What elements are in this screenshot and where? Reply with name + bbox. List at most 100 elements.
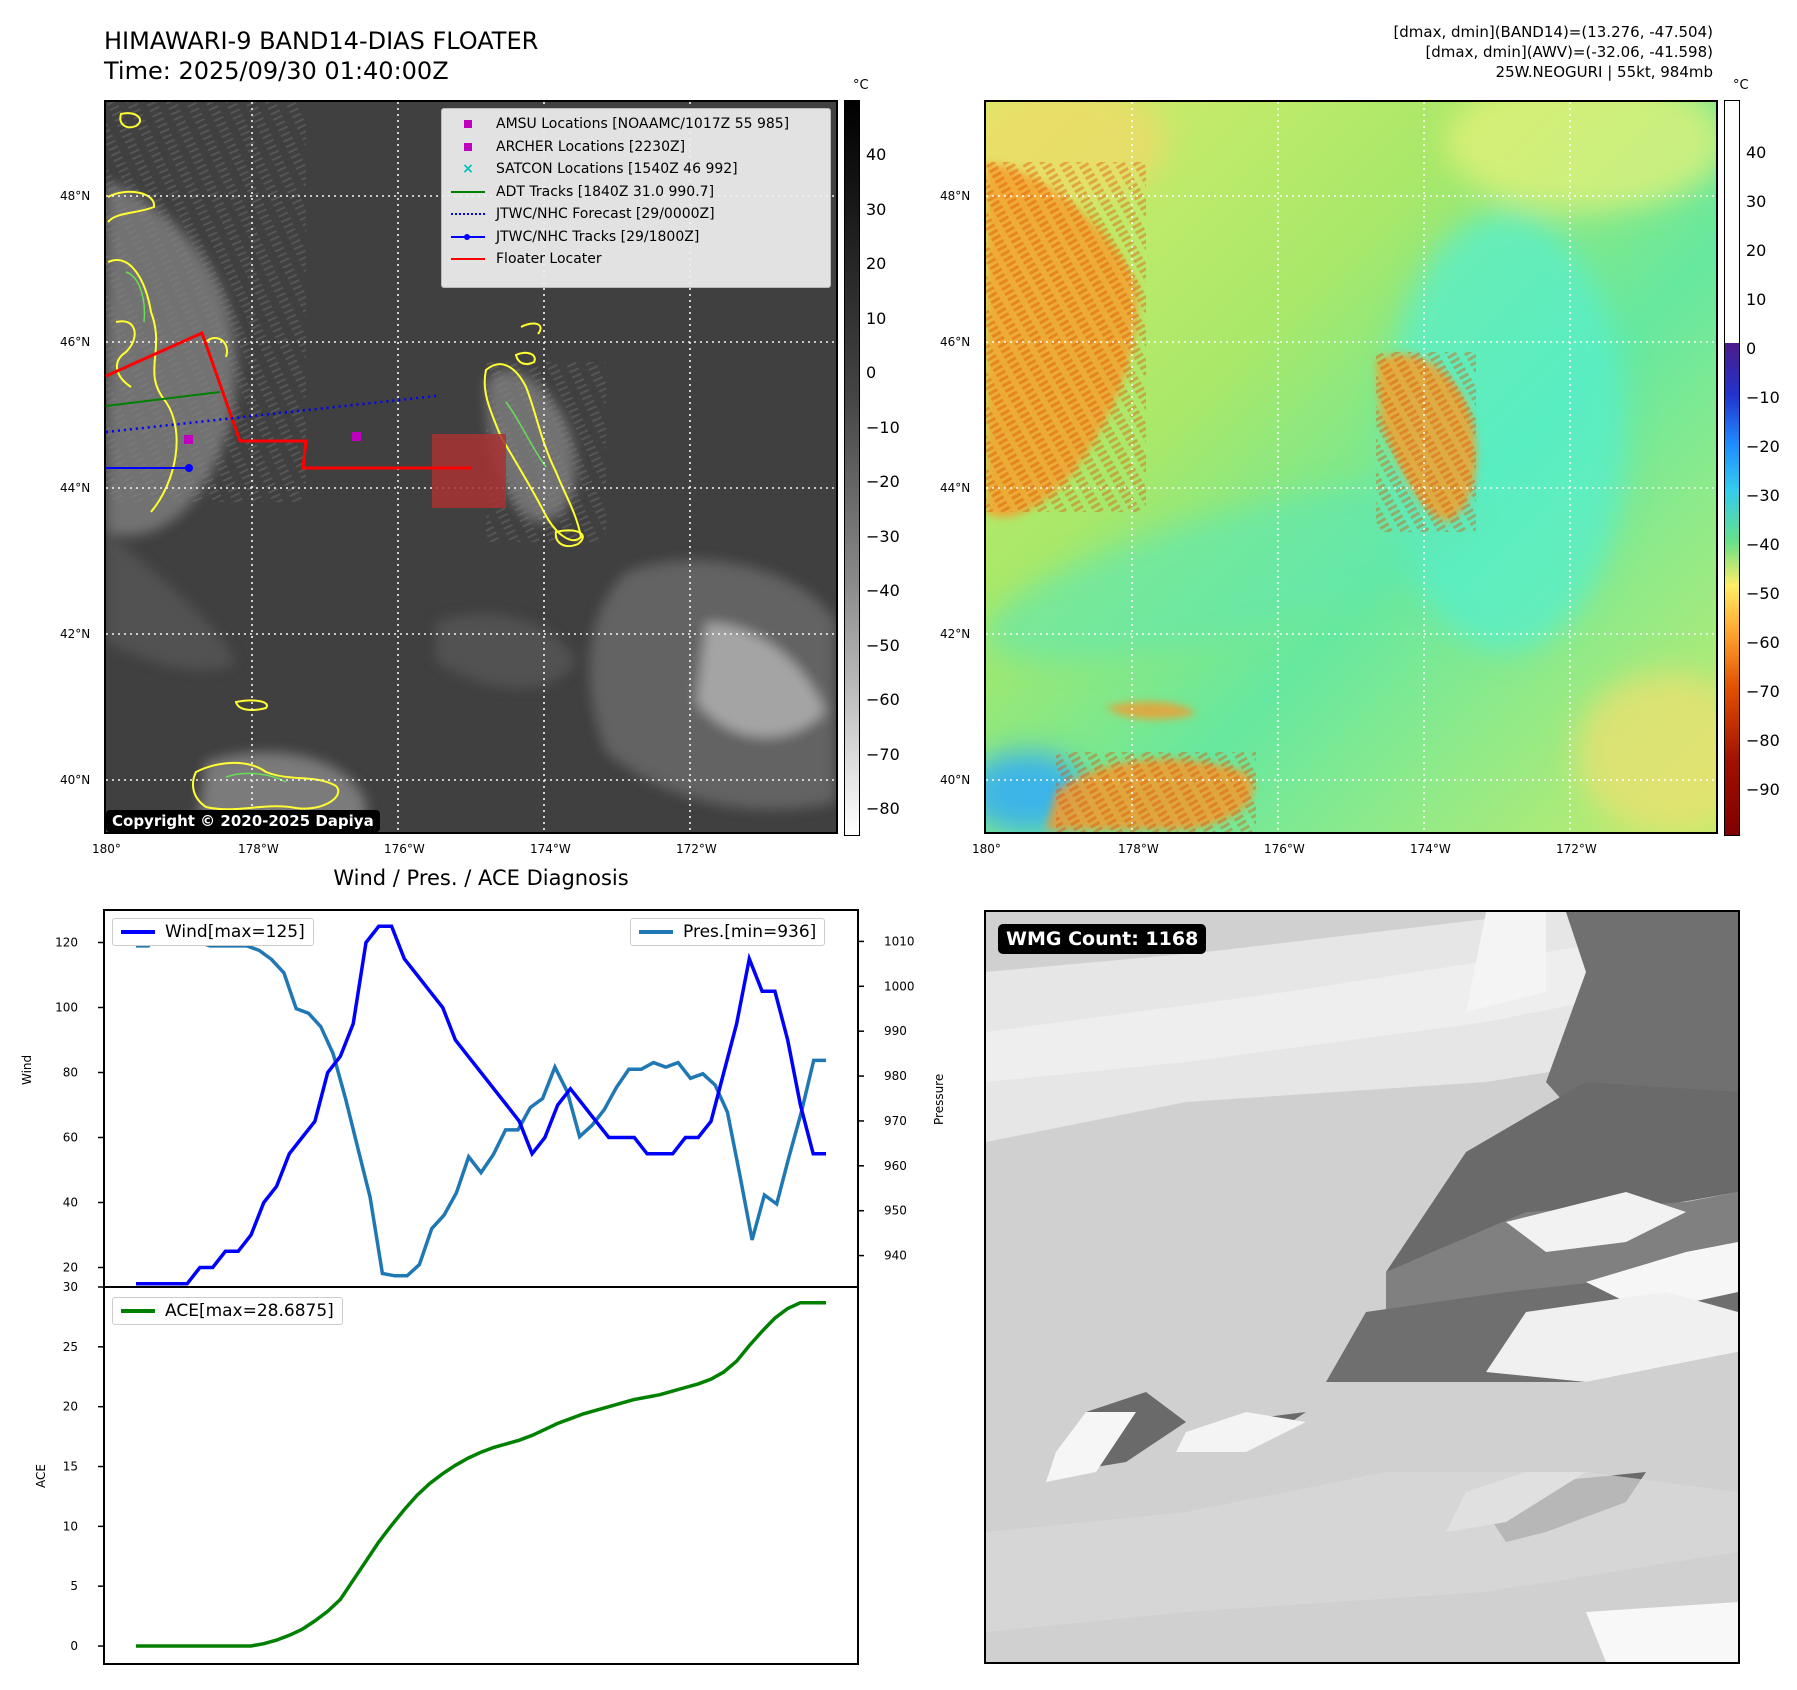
ace-tick-label: 30 [63, 1280, 78, 1294]
legend-item-adt: ADT Tracks [1840Z 31.0 990.7] [442, 181, 830, 204]
map-lon-label: 176°W [1264, 842, 1305, 856]
page-title: HIMAWARI-9 BAND14-DIAS FLOATER [104, 27, 539, 55]
pressure-tick-label: 960 [884, 1159, 907, 1173]
map-lat-label: 40°N [60, 773, 91, 787]
adt-track [106, 391, 221, 407]
wind-tick-label: 80 [63, 1066, 78, 1080]
wind-tick-label: 20 [63, 1261, 78, 1275]
legend-label: ADT Tracks [1840Z 31.0 990.7] [496, 183, 715, 200]
ir-colorbar-tick-label: 0 [866, 363, 877, 382]
jtwc-track-point [185, 464, 193, 472]
ir-colorbar [844, 100, 860, 836]
awv-colorbar-tick-label: 40 [1746, 143, 1767, 162]
legend-label: JTWC/NHC Forecast [29/0000Z] [496, 206, 715, 223]
ace-legend-swatch [121, 1309, 155, 1313]
square-marker-icon [448, 141, 488, 153]
diagnosis-title: Wind / Pres. / ACE Diagnosis [333, 866, 629, 890]
map-lat-label: 42°N [60, 627, 91, 641]
map-lat-label: 42°N [940, 627, 971, 641]
info-storm-status: 25W.NEOGURI | 55kt, 984mb [1495, 63, 1713, 81]
jtwc-forecast-track [106, 394, 437, 434]
wind-tick-label: 60 [63, 1131, 78, 1145]
awv-colorbar-tick-label: −20 [1746, 437, 1780, 456]
map-lat-label: 46°N [940, 335, 971, 349]
ir-colorbar-unit: °C [853, 78, 869, 93]
pressure-tick-label: 990 [884, 1024, 907, 1038]
ace-tick-label: 0 [70, 1639, 78, 1653]
awv-colorbar-tick-label: −70 [1746, 682, 1780, 701]
wind-legend-swatch [121, 930, 155, 934]
wmg-image [986, 912, 1738, 1662]
pressure-tick-label: 950 [884, 1204, 907, 1218]
pressure-tick-label: 1000 [884, 979, 915, 993]
wind-axis-label: Wind [20, 1054, 34, 1085]
awv-colorbar-tick-label: −30 [1746, 486, 1780, 505]
pressure-tick-label: 970 [884, 1114, 907, 1128]
map-lat-label: 48°N [60, 189, 91, 203]
ace-tick-label: 10 [63, 1519, 78, 1533]
map-lon-label: 174°W [530, 842, 571, 856]
map-lon-label: 178°W [1118, 842, 1159, 856]
wmg-panel: WMG Count: 1168 [984, 910, 1740, 1664]
wind-tick-label: 40 [63, 1196, 78, 1210]
floater-locater-track [106, 330, 472, 470]
awv-colorbar-tick-label: 10 [1746, 290, 1767, 309]
wind-tick-label: 100 [55, 1001, 78, 1015]
legend-item-archer: ARCHER Locations [2230Z] [442, 136, 830, 159]
info-band14-range: [dmax, dmin](BAND14)=(13.276, -47.504) [1393, 23, 1713, 41]
legend-label: SATCON Locations [1540Z 46 992] [496, 161, 738, 178]
map-lon-label: 172°W [676, 842, 717, 856]
legend-label: AMSU Locations [NOAAMC/1017Z 55 985] [496, 116, 790, 133]
map-lat-label: 44°N [940, 481, 971, 495]
ace-legend-label: ACE[max=28.6875] [165, 1301, 334, 1321]
legend-item-satcon: × SATCON Locations [1540Z 46 992] [442, 158, 830, 181]
pressure-legend: Pres.[min=936] [630, 918, 826, 946]
ir-colorbar-tick-label: −20 [866, 472, 900, 491]
legend-label: Floater Locater [496, 251, 602, 268]
wind-legend: Wind[max=125] [112, 918, 314, 946]
line-icon [448, 253, 488, 265]
map-lon-label: 176°W [384, 842, 425, 856]
info-awv-range: [dmax, dmin](AWV)=(-32.06, -41.598) [1425, 43, 1713, 61]
ace-plot-frame [103, 1286, 859, 1665]
wmg-count-badge: WMG Count: 1168 [998, 924, 1207, 954]
pressure-legend-label: Pres.[min=936] [683, 922, 817, 942]
ace-tick-label: 15 [63, 1460, 78, 1474]
awv-colorbar [1724, 100, 1740, 836]
map-lon-label: 178°W [238, 842, 279, 856]
awv-colorbar-tick-label: 30 [1746, 192, 1767, 211]
ir-colorbar-tick-label: −80 [866, 799, 900, 818]
archer-location-marker [352, 432, 361, 441]
wind-legend-label: Wind[max=125] [165, 922, 305, 942]
map-lat-label: 40°N [940, 773, 971, 787]
map-lat-label: 48°N [940, 189, 971, 203]
x-marker-icon: × [462, 161, 474, 178]
ace-tick-label: 5 [70, 1579, 78, 1593]
legend-item-amsu: AMSU Locations [NOAAMC/1017Z 55 985] [442, 113, 830, 136]
awv-colorbar-unit: °C [1733, 78, 1749, 93]
ace-tick-label: 25 [63, 1340, 78, 1354]
legend-item-jtwc-forecast: JTWC/NHC Forecast [29/0000Z] [442, 203, 830, 226]
awv-map-panel [984, 100, 1718, 834]
awv-colorbar-tick-label: −90 [1746, 780, 1780, 799]
ir-colorbar-tick-label: −60 [866, 690, 900, 709]
map-lon-label: 172°W [1556, 842, 1597, 856]
awv-colorbar-tick-label: −40 [1746, 535, 1780, 554]
awv-colorbar-tick-label: −80 [1746, 731, 1780, 750]
awv-colorbar-tick-label: −50 [1746, 584, 1780, 603]
ace-tick-label: 20 [63, 1400, 78, 1414]
awv-map-image [986, 102, 1716, 832]
ir-colorbar-tick-label: −30 [866, 526, 900, 546]
pressure-tick-label: 1010 [884, 934, 915, 948]
ir-colorbar-tick-label: −40 [866, 581, 900, 600]
line-icon [448, 186, 488, 198]
ir-colorbar-tick-label: 30 [866, 199, 887, 219]
ace-legend: ACE[max=28.6875] [112, 1297, 343, 1325]
ir-colorbar-tick-label: −50 [866, 635, 900, 655]
ir-map-panel: AMSU Locations [NOAAMC/1017Z 55 985] ARC… [104, 100, 838, 834]
awv-colorbar-tick-label: 0 [1746, 339, 1757, 358]
pressure-tick-label: 980 [884, 1069, 907, 1083]
legend-label: JTWC/NHC Tracks [29/1800Z] [496, 228, 700, 245]
map-lon-label: 180° [92, 842, 121, 856]
copyright-label: Copyright © 2020-2025 Dapiya [106, 810, 380, 832]
